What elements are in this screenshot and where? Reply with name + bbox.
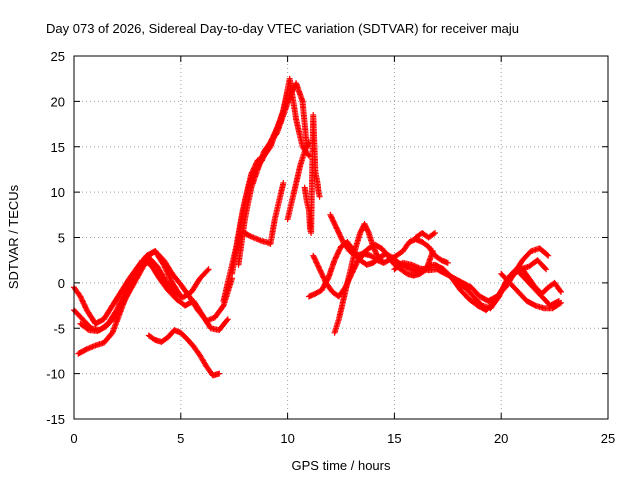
tick-label-layer: 0 5 10 15 20 25 -15 -10 -5 0 5 10 15 20 25 [46,49,615,446]
series-arc-4 [145,327,223,379]
series-arc-10 [284,139,312,223]
x-tick-label-0: 0 [70,431,77,446]
chart-title: Day 073 of 2026, Sidereal Day-to-day VTE… [46,21,519,36]
x-axis-label: GPS time / hours [292,458,391,473]
series-markers-18 [498,270,564,312]
series-markers-4 [77,254,212,334]
y-tick-label-1: -10 [46,367,65,382]
series-markers-3 [145,327,223,379]
y-axis-label: SDTVAR / TECUs [6,184,21,289]
y-tick-label-2: -5 [53,321,65,336]
series-arc-13 [306,239,434,300]
series-arc-21 [412,230,438,241]
series-arc-20 [519,266,564,297]
data-layer [71,75,564,379]
series-markers-20 [412,230,438,241]
y-tick-label-5: 10 [51,185,65,200]
x-tick-label-4: 20 [494,431,508,446]
series-arc-5 [77,254,212,334]
series-markers-7 [235,80,310,268]
y-tick-label-8: 25 [51,49,65,64]
y-tick-label-6: 15 [51,140,65,155]
series-markers-10 [301,112,323,236]
x-tick-label-1: 5 [177,431,184,446]
series-arc-9 [241,180,287,247]
series-markers-9 [284,139,312,223]
series-arc-8 [235,80,310,268]
series-markers-8 [241,180,287,247]
x-tick-label-5: 25 [601,431,615,446]
series-arc-11 [301,112,323,236]
y-tick-label-7: 20 [51,94,65,109]
series-arc-19 [498,270,564,312]
tick-layer [73,55,609,420]
y-tick-label-4: 5 [58,231,65,246]
x-tick-label-3: 15 [387,431,401,446]
series-markers-19 [519,266,564,297]
y-tick-label-0: -15 [46,412,65,427]
x-tick-label-2: 10 [280,431,294,446]
grid-layer [74,56,608,419]
series-markers-12 [306,239,434,300]
y-tick-label-3: 0 [58,276,65,291]
